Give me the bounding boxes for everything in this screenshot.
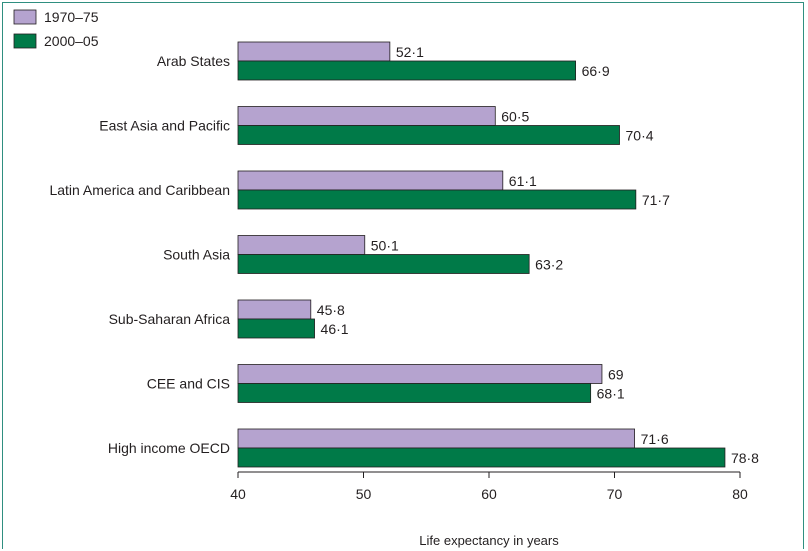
bar-south-asia-2000-05 [237,254,530,274]
value-label-cee-and-cis-2000-05: 68·1 [597,386,625,402]
category-label-south-asia: South Asia [163,247,230,263]
bar-cee-and-cis-2000-05 [237,383,592,403]
value-label-arab-states-1970-75: 52·1 [396,44,424,60]
x-tick-label-80: 80 [732,486,748,502]
x-axis-label: Life expectancy in years [419,533,559,548]
category-label-high-income-oecd: High income OECD [108,440,230,456]
bar-arab-states-1970-75 [237,41,391,62]
bar-east-asia-and-pacific-1970-75 [237,106,496,126]
value-label-east-asia-and-pacific-2000-05: 70·4 [626,128,654,144]
legend-label-2000-05: 2000–05 [44,33,99,49]
value-label-cee-and-cis-1970-75: 69 [608,367,624,383]
bar-cee-and-cis-1970-75 [237,364,603,384]
bar-south-asia-1970-75 [237,235,366,255]
bar-latin-america-and-caribbean-1970-75 [237,170,504,191]
value-label-latin-america-and-caribbean-1970-75: 61·1 [509,173,537,189]
x-tick-label-40: 40 [230,486,246,502]
category-label-cee-and-cis: CEE and CIS [147,376,230,392]
value-label-south-asia-2000-05: 63·2 [535,257,563,273]
value-label-sub-saharan-africa-1970-75: 45·8 [317,302,345,318]
bar-latin-america-and-caribbean-2000-05 [237,189,637,210]
value-label-latin-america-and-caribbean-2000-05: 71·7 [642,192,670,208]
value-label-sub-saharan-africa-2000-05: 46·1 [321,321,349,337]
x-tick-label-50: 50 [356,486,372,502]
value-label-east-asia-and-pacific-1970-75: 60·5 [501,109,529,125]
bar-sub-saharan-africa-1970-75 [237,299,312,320]
bar-arab-states-2000-05 [237,60,576,81]
category-label-arab-states: Arab States [157,53,230,69]
bar-sub-saharan-africa-2000-05 [237,318,315,339]
bar-high-income-oecd-2000-05 [237,447,726,468]
value-label-south-asia-1970-75: 50·1 [371,238,399,254]
value-label-arab-states-2000-05: 66·9 [582,63,610,79]
value-label-high-income-oecd-2000-05: 78·8 [731,450,759,466]
legend-swatch-2000-05 [13,33,37,49]
category-label-latin-america-and-caribbean: Latin America and Caribbean [49,182,230,198]
x-tick-label-60: 60 [481,486,497,502]
category-label-sub-saharan-africa: Sub-Saharan Africa [109,311,231,327]
bar-east-asia-and-pacific-2000-05 [237,125,620,145]
value-label-high-income-oecd-1970-75: 71·6 [641,431,669,447]
bar-high-income-oecd-1970-75 [237,428,635,449]
x-tick-label-70: 70 [607,486,623,502]
category-label-east-asia-and-pacific: East Asia and Pacific [99,118,230,134]
legend-swatch-1970-75 [13,9,37,25]
legend-label-1970-75: 1970–75 [44,9,99,25]
